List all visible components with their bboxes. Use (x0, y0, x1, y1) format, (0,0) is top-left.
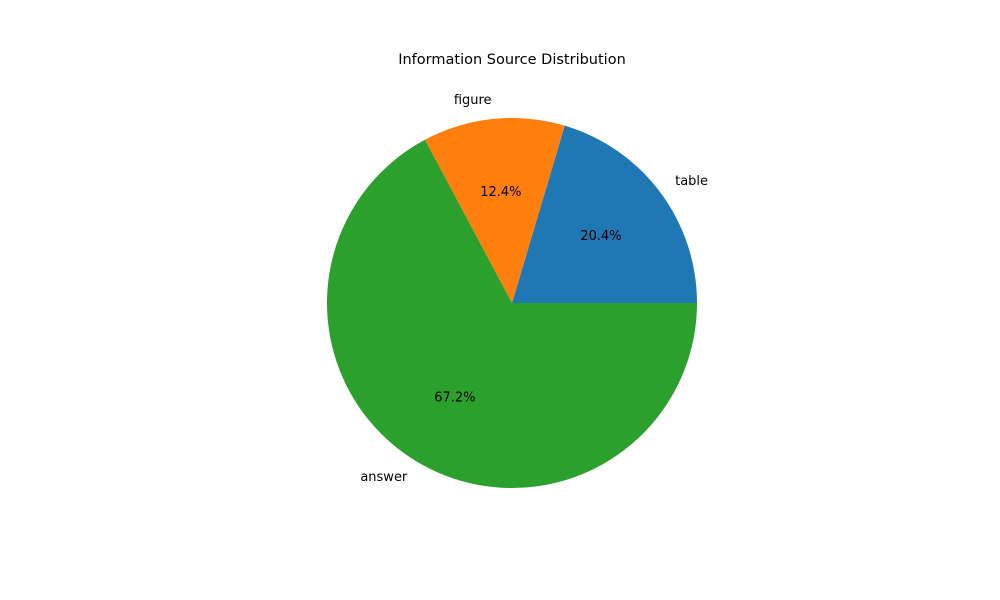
slice-value-answer: 67.2% (434, 391, 475, 406)
slice-value-figure: 12.4% (480, 185, 521, 200)
pie-slice-answer (327, 139, 697, 488)
slice-label-answer: answer (360, 470, 408, 485)
pie-slice-table (512, 125, 697, 304)
pie-slice-figure (424, 117, 565, 303)
pie-labels: table 20.4% figure 12.4% answer 67.2% (360, 93, 708, 485)
slice-label-table: table (675, 174, 708, 189)
chart-title: Information Source Distribution (398, 52, 626, 68)
slice-value-table: 20.4% (580, 229, 621, 244)
pie-slices (327, 117, 697, 488)
slice-label-figure: figure (454, 93, 492, 108)
